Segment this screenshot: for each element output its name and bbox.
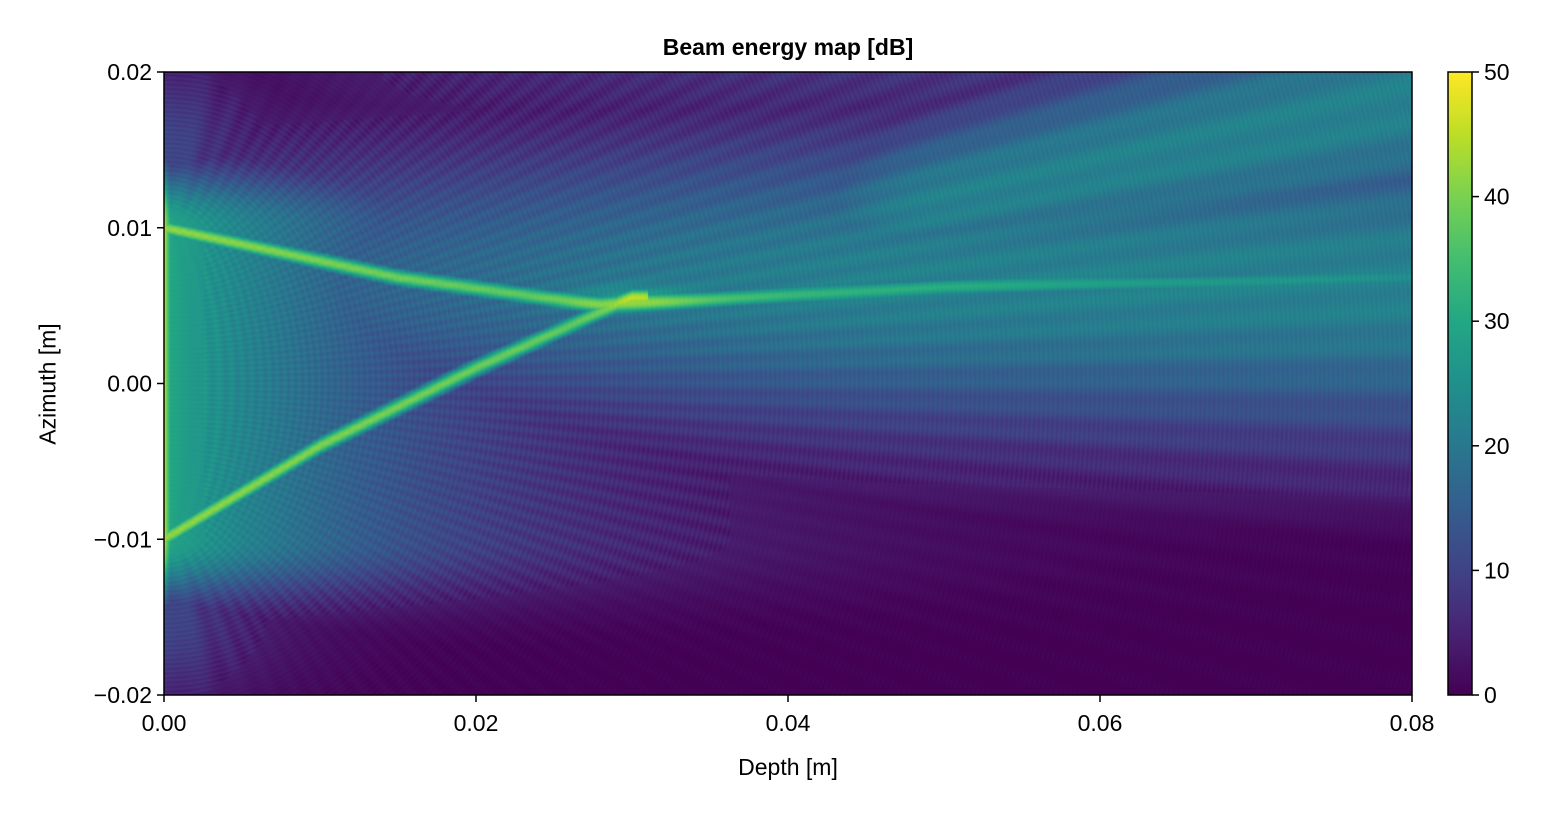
y-axis-label: Azimuth [m]: [34, 323, 61, 445]
colorbar-ticks: 0 10 20 30 40 50: [1472, 59, 1510, 708]
x-tick-label: 0.06: [1078, 710, 1123, 736]
y-tick-label: 0.01: [107, 215, 152, 241]
colorbar-tick-label: 40: [1484, 184, 1510, 210]
x-tick-label: 0.00: [142, 710, 187, 736]
y-tick-label: 0.00: [107, 371, 152, 397]
colorbar-frame: [1447, 71, 1473, 696]
colorbar-gradient: [1448, 72, 1472, 695]
x-axis-ticks: 0.00 0.02 0.04 0.06 0.08: [142, 695, 1435, 736]
x-tick-label: 0.02: [454, 710, 499, 736]
colorbar-tick-label: 20: [1484, 433, 1510, 459]
y-axis-ticks: −0.02 −0.01 0.00 0.01 0.02: [94, 59, 164, 708]
x-tick-label: 0.04: [766, 710, 811, 736]
heatmap-image: [164, 72, 1412, 695]
y-tick-label: 0.02: [107, 59, 152, 85]
x-tick-label: 0.08: [1390, 710, 1435, 736]
plot-frame: [163, 71, 1413, 696]
colorbar-tick-label: 10: [1484, 557, 1510, 583]
colorbar-tick-label: 50: [1484, 59, 1510, 85]
x-axis-label: Depth [m]: [738, 754, 838, 780]
colorbar-tick-label: 0: [1484, 682, 1497, 708]
chart-title: Beam energy map [dB]: [662, 34, 914, 60]
y-tick-label: −0.01: [94, 526, 152, 552]
colorbar-tick-label: 30: [1484, 308, 1510, 334]
y-tick-label: −0.02: [94, 682, 152, 708]
